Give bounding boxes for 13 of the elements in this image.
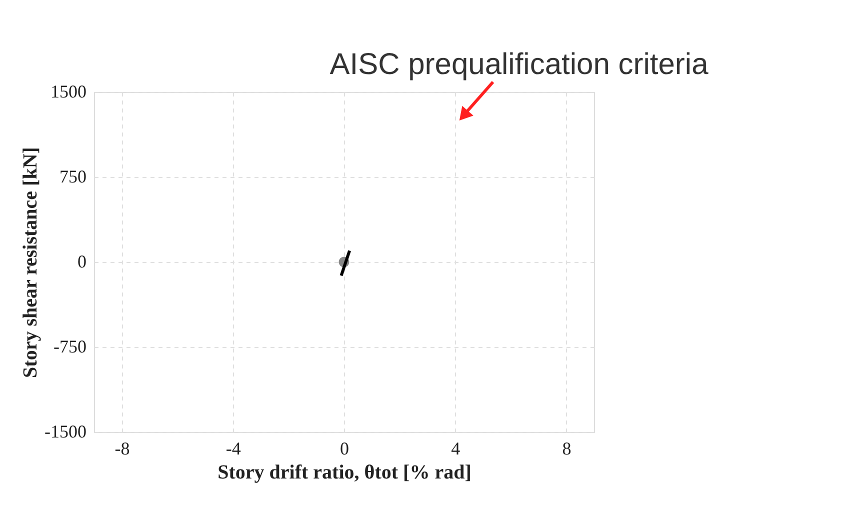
x-tick-label: 4 — [451, 438, 460, 458]
y-tick-label: 1500 — [50, 82, 86, 102]
x-tick-label: -8 — [114, 438, 130, 458]
x-axis-title: Story drift ratio, θtot [% rad] — [218, 462, 472, 484]
x-tick-label: -4 — [226, 438, 241, 458]
y-tick-label: -750 — [54, 336, 86, 356]
y-tick-label: -1500 — [44, 422, 86, 442]
y-tick-label: 750 — [60, 166, 86, 186]
x-tick-label: 0 — [340, 438, 349, 458]
x-tick-label: 8 — [562, 438, 572, 458]
y-axis-title: Story shear resistance [kN] — [20, 147, 42, 378]
text: AISC prequalification criteria — [330, 48, 709, 81]
y-tick-label: 0 — [78, 252, 86, 272]
